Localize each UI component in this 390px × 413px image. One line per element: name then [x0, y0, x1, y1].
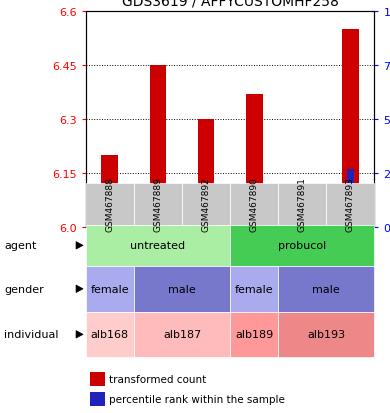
- Text: transformed count: transformed count: [109, 375, 206, 385]
- Text: GSM467890: GSM467890: [250, 177, 259, 232]
- Bar: [101, 156, 118, 227]
- Text: GSM467891: GSM467891: [298, 177, 307, 232]
- Text: alb187: alb187: [163, 330, 201, 339]
- Text: agent: agent: [4, 241, 36, 251]
- Bar: [106, 220, 113, 227]
- Text: GSM467888: GSM467888: [105, 177, 114, 232]
- Text: male: male: [168, 284, 196, 294]
- Text: alb193: alb193: [307, 330, 346, 339]
- Bar: [202, 213, 210, 227]
- Text: individual: individual: [4, 330, 58, 339]
- Text: GSM467892: GSM467892: [202, 177, 211, 232]
- Bar: [347, 170, 354, 227]
- Text: GSM467893: GSM467893: [346, 177, 355, 232]
- Text: probucol: probucol: [278, 241, 326, 251]
- Text: untreated: untreated: [130, 241, 186, 251]
- Bar: [299, 220, 306, 227]
- Bar: [250, 209, 258, 227]
- Bar: [198, 120, 214, 227]
- Text: male: male: [312, 284, 340, 294]
- Bar: [154, 199, 161, 227]
- Bar: [149, 66, 167, 227]
- Bar: [342, 30, 359, 227]
- Text: percentile rank within the sample: percentile rank within the sample: [109, 394, 285, 404]
- Title: GDS3619 / AFFYCUSTOMHF258: GDS3619 / AFFYCUSTOMHF258: [122, 0, 339, 8]
- Bar: [246, 95, 262, 227]
- Text: alb189: alb189: [235, 330, 273, 339]
- Text: gender: gender: [4, 284, 44, 294]
- Text: female: female: [90, 284, 129, 294]
- Bar: [294, 184, 311, 227]
- Text: alb168: alb168: [91, 330, 129, 339]
- Text: GSM467889: GSM467889: [153, 177, 163, 232]
- Text: female: female: [235, 284, 273, 294]
